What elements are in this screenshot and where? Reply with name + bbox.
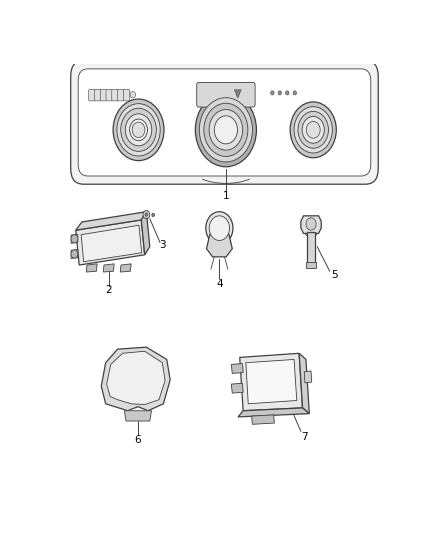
Polygon shape [206,235,232,257]
Polygon shape [234,90,241,98]
Polygon shape [251,415,274,424]
Circle shape [145,213,148,216]
FancyBboxPatch shape [112,90,118,101]
Circle shape [294,107,332,153]
Polygon shape [124,411,152,421]
Polygon shape [86,264,97,272]
Circle shape [130,119,148,141]
Circle shape [209,109,243,150]
Polygon shape [107,351,165,405]
Circle shape [130,92,135,98]
Circle shape [286,91,289,95]
Circle shape [278,91,282,95]
Circle shape [214,116,237,144]
Text: 2: 2 [106,285,113,295]
Circle shape [206,212,233,245]
Circle shape [71,235,78,243]
Polygon shape [246,359,297,404]
Text: 4: 4 [216,279,223,289]
Text: 7: 7 [301,432,307,442]
FancyBboxPatch shape [197,83,255,107]
Bar [307,232,315,263]
Text: 3: 3 [159,240,166,251]
Circle shape [195,93,256,167]
Circle shape [293,91,297,95]
Polygon shape [71,235,78,243]
Circle shape [121,108,156,151]
FancyBboxPatch shape [100,90,107,101]
Text: 5: 5 [331,270,337,280]
Polygon shape [231,364,243,374]
Circle shape [132,122,145,138]
Circle shape [204,103,248,156]
Polygon shape [76,220,145,265]
Text: ꝏ: ꝏ [207,88,215,98]
Circle shape [125,114,152,146]
Circle shape [199,98,252,162]
Polygon shape [304,371,312,383]
Circle shape [209,216,230,240]
Text: A/C: A/C [220,127,232,133]
Circle shape [306,122,320,138]
Polygon shape [120,264,131,272]
Polygon shape [301,216,321,233]
Polygon shape [71,249,78,259]
Circle shape [271,91,274,95]
Polygon shape [238,408,309,417]
FancyBboxPatch shape [106,90,113,101]
Polygon shape [231,383,243,393]
Circle shape [117,103,160,156]
Circle shape [113,99,164,160]
Circle shape [290,102,336,158]
Polygon shape [81,225,141,262]
Text: 6: 6 [134,435,141,445]
Polygon shape [76,212,146,230]
Bar [306,262,317,268]
Polygon shape [101,347,170,411]
Polygon shape [240,353,303,411]
FancyBboxPatch shape [88,90,95,101]
FancyBboxPatch shape [117,90,124,101]
Circle shape [298,111,328,148]
Polygon shape [103,264,114,272]
Circle shape [143,211,150,219]
Circle shape [152,213,155,216]
Polygon shape [141,212,150,255]
FancyBboxPatch shape [95,90,101,101]
FancyBboxPatch shape [71,61,378,184]
FancyBboxPatch shape [124,90,130,101]
Ellipse shape [306,232,317,237]
Text: 1: 1 [223,191,229,201]
FancyBboxPatch shape [78,69,371,176]
Circle shape [71,250,78,258]
Polygon shape [299,353,309,414]
Circle shape [306,218,316,230]
Circle shape [302,116,324,143]
